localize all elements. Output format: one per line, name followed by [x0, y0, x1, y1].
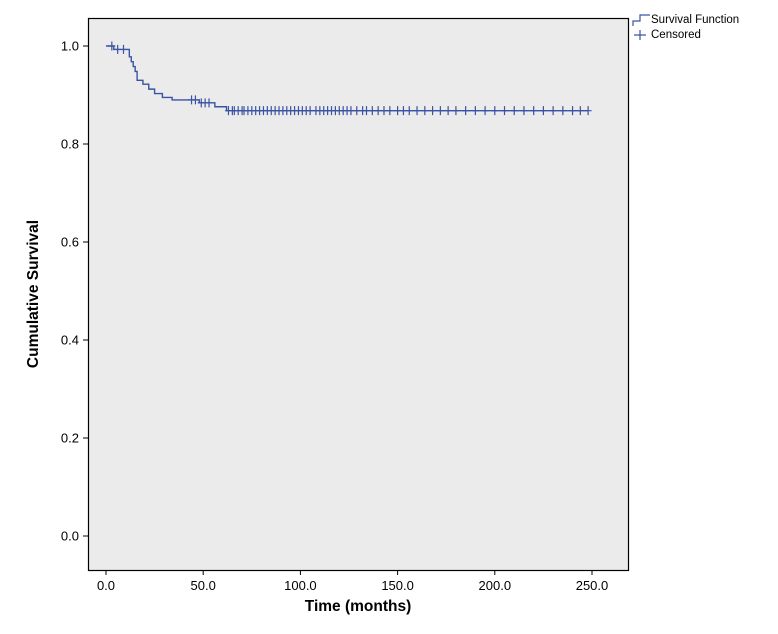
x-axis-title: Time (months) [304, 598, 412, 615]
y-axis-tick-label: 0.6 [61, 235, 79, 250]
legend-label-survival-function: Survival Function [651, 13, 740, 26]
x-axis-tick-label: 250.0 [576, 578, 609, 593]
censored-marks [108, 41, 592, 116]
legend-label-censored: Censored [651, 28, 701, 41]
step-line-icon [632, 13, 650, 26]
y-axis-tick-label: 1.0 [61, 39, 79, 54]
x-axis-tick-label: 100.0 [284, 578, 317, 593]
x-axis-tick-label: 200.0 [479, 578, 512, 593]
step-line-icon-path [632, 13, 650, 26]
y-axis-tick-label: 0.4 [61, 333, 79, 348]
x-axis-tick-label: 0.0 [97, 578, 115, 593]
x-axis-tick-label: 50.0 [191, 578, 216, 593]
plus-icon [634, 29, 646, 40]
y-axis-title: Cumulative Survival [25, 219, 42, 369]
y-axis-tick-label: 0.0 [61, 529, 79, 544]
y-axis-tick-label: 0.8 [61, 137, 79, 152]
plot-panel [87, 17, 630, 572]
legend: Survival Function Censored [631, 12, 739, 42]
legend-entry-censored: Censored [631, 27, 739, 42]
y-axis-tick-label: 0.2 [61, 431, 79, 446]
legend-entry-survival-function: Survival Function [631, 12, 739, 27]
x-axis-tick-label: 150.0 [381, 578, 414, 593]
plus-icon-path [634, 29, 646, 40]
